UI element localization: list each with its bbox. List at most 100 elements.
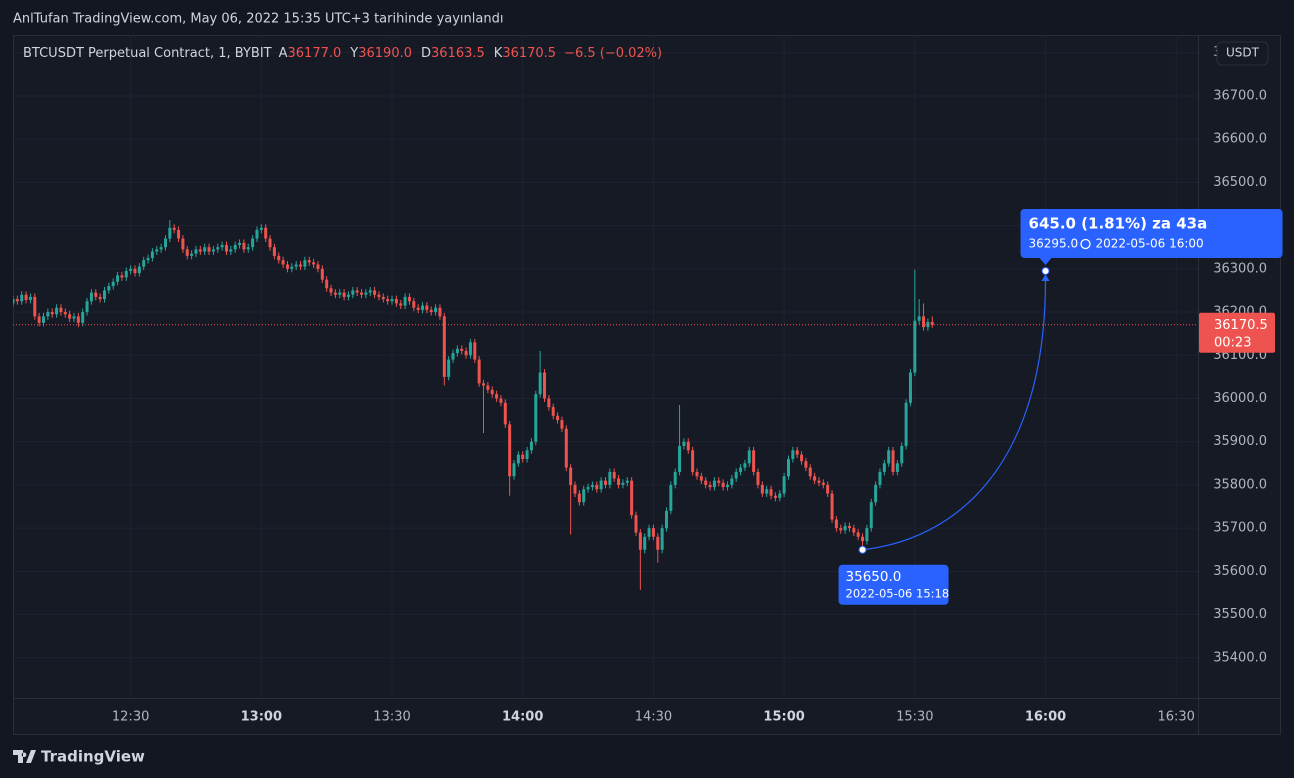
candle-body: [525, 450, 529, 459]
candle-body: [116, 275, 120, 282]
candle-body: [503, 402, 507, 425]
candle-body: [852, 528, 856, 533]
candle-body: [547, 398, 551, 408]
candle-body: [887, 450, 891, 464]
candle-body: [394, 299, 398, 304]
candle-body: [647, 528, 651, 537]
candle-body: [630, 480, 634, 516]
candle-body: [351, 290, 355, 295]
candle-body: [460, 348, 464, 351]
candle-body: [638, 532, 642, 550]
candle-body: [13, 299, 15, 304]
candle-body: [800, 454, 804, 462]
candle-body: [534, 394, 538, 442]
candle-body: [891, 450, 895, 472]
candles: [13, 219, 1198, 590]
candle-body: [486, 385, 490, 390]
candle-body: [660, 528, 664, 550]
candle-body: [599, 480, 603, 490]
candle-body: [194, 249, 198, 254]
ohlc-value: 36190.0: [358, 46, 412, 61]
candle-body: [516, 454, 520, 464]
y-tick-label: 36500.0: [1213, 175, 1267, 190]
candle-body: [325, 279, 329, 289]
candle-body: [55, 307, 59, 315]
x-tick-label: 16:00: [1025, 710, 1066, 725]
candle-body: [917, 316, 921, 321]
x-tick-label: 14:00: [502, 710, 543, 725]
candle-body: [399, 303, 403, 306]
candle-body: [821, 482, 825, 485]
header: AnlTufan TradingView.com, May 06, 2022 1…: [13, 12, 503, 27]
candle-body: [264, 227, 268, 239]
candle-body: [551, 407, 555, 416]
candle-body: [930, 321, 934, 325]
candle-body: [482, 383, 486, 386]
measure-end-price: 36295.0: [1029, 236, 1079, 250]
candle-body: [621, 482, 625, 485]
candle-body: [312, 262, 316, 265]
candle-body: [68, 314, 72, 319]
candle-body: [778, 493, 782, 498]
y-tick-label: 36700.0: [1213, 88, 1267, 103]
candle-body: [268, 238, 272, 248]
candle-body: [412, 301, 416, 308]
candle-body: [608, 471, 612, 485]
candle-body: [168, 227, 172, 239]
candle-body: [834, 519, 838, 529]
candle-body: [752, 450, 756, 472]
candle-body: [682, 441, 686, 447]
ohlc-value: 36177.0: [288, 46, 342, 61]
candle-body: [94, 292, 98, 297]
currency-button[interactable]: USDT: [1216, 41, 1269, 66]
candle-body: [124, 270, 128, 278]
candle-body: [830, 493, 834, 520]
candle-body: [277, 255, 281, 261]
logo-icon: [13, 750, 36, 763]
y-tick-label: 36600.0: [1213, 132, 1267, 147]
candle-body: [85, 301, 89, 313]
candle-body: [338, 292, 342, 295]
candle-body: [495, 394, 499, 399]
candle-body: [316, 264, 320, 269]
countdown: 00:23: [1214, 335, 1251, 350]
candle-body: [59, 307, 63, 313]
candle-body: [569, 467, 573, 485]
candle-body: [908, 372, 912, 403]
y-tick-label: 36000.0: [1213, 391, 1267, 406]
measure-end-date: 2022-05-06 16:00: [1096, 236, 1204, 250]
candle-body: [76, 316, 80, 323]
candle-body: [612, 471, 616, 479]
candle-body: [508, 424, 512, 477]
candle-body: [285, 264, 289, 269]
candle-body: [604, 480, 607, 485]
candle-body: [137, 266, 141, 274]
candle-body: [146, 258, 150, 261]
candle-body: [233, 245, 237, 250]
candle-body: [464, 350, 468, 356]
candle-body: [403, 296, 407, 306]
y-tick-label: 35400.0: [1213, 650, 1267, 665]
brand-logo: TradingView: [13, 748, 145, 766]
candle-body: [172, 227, 176, 230]
brand: TradingView: [41, 748, 145, 766]
candle-body: [129, 268, 133, 271]
ohlc-name: Y: [349, 46, 358, 61]
currency-box[interactable]: [1216, 41, 1269, 66]
candle-body: [246, 247, 250, 250]
candle-body: [521, 454, 525, 459]
candle-body: [216, 247, 220, 250]
candle-body: [499, 398, 503, 403]
candle-body: [442, 316, 446, 377]
candle-body: [281, 260, 285, 265]
candle-body: [220, 245, 224, 248]
candle-body: [708, 484, 712, 488]
candle-body: [386, 299, 390, 302]
candle-body: [181, 238, 185, 250]
candle-body: [185, 249, 189, 256]
candle-body: [847, 525, 851, 529]
candle-body: [229, 249, 233, 252]
candle-body: [307, 260, 311, 263]
candle-body: [669, 484, 673, 511]
currency[interactable]: USDT: [1226, 46, 1260, 60]
